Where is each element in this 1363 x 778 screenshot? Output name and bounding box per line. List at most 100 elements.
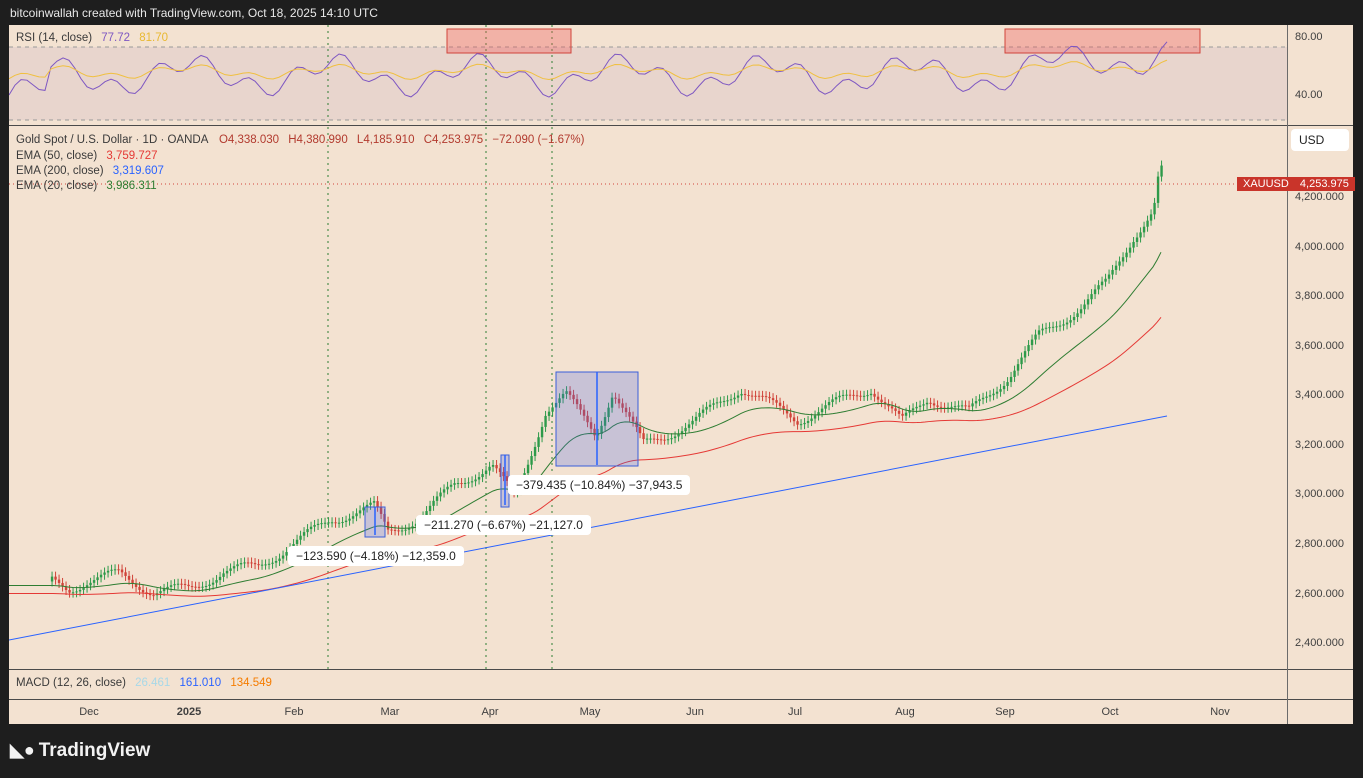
candle-body [323,522,327,524]
candle-body [106,570,110,573]
price-tick: 3,200.000 [1295,439,1344,451]
candle-body [967,405,971,407]
candle-body [537,437,540,447]
candle-body [316,523,320,525]
candle-body [127,575,131,580]
candle-body [225,570,229,574]
candle-body [841,394,845,396]
candle-body [848,394,852,396]
candle-body [1114,265,1118,270]
candle-body [946,407,950,409]
candle-body [845,394,848,396]
candle-body [904,412,908,416]
candle-body [99,574,103,578]
candle-body [670,438,673,440]
candle-body [229,568,232,571]
candle-body [89,582,92,586]
price-chart-svg[interactable] [9,25,1353,724]
candle-body [274,560,278,563]
candle-body [978,399,981,402]
candle-body [855,395,859,397]
ema200-legend[interactable]: EMA (200, close) 3,319.607 [16,165,164,177]
candle-body [446,486,449,490]
tv-logo-icon: ◣● [10,740,35,760]
candle-body [57,579,61,583]
rsi-overbought-box [446,28,572,54]
ohlc-open: O4,338.030 [218,134,280,146]
candle-body [547,411,551,416]
candle-body [589,422,593,429]
candle-body [1160,165,1163,177]
ema20-legend[interactable]: EMA (20, close) 3,986.311 [16,180,157,192]
candle-body [733,397,736,400]
candle-body [463,482,467,484]
rsi-tick-80: 80.00 [1295,31,1323,43]
candle-body [152,595,155,597]
candle-body [960,405,964,407]
candle-body [806,421,810,423]
candle-body [1051,326,1055,328]
candle-body [372,501,376,503]
measure-label-3[interactable]: −379.435 (−10.84%) −37,943.5 [508,475,691,495]
candle-body [358,510,362,514]
candle-body [544,415,547,427]
price-tick: 4,000.000 [1295,241,1344,253]
candle-body [785,409,789,414]
candle-body [1128,247,1132,253]
candle-body [1023,351,1027,358]
candle-body [222,573,225,577]
candle-body [187,584,190,587]
macd-pane-separator[interactable] [9,669,1353,670]
candle-body [778,402,782,406]
candle-body [887,404,890,407]
candle-body [1107,274,1111,279]
candle-body [491,464,495,467]
candle-body [218,576,222,581]
candle-body [939,406,943,408]
candle-body [54,576,57,580]
candle-body [495,464,498,469]
rsi-overbought-box [1004,28,1201,54]
price-tick: 4,200.000 [1295,191,1344,203]
candle-body [211,582,215,585]
candle-body [743,393,747,396]
candle-body [642,433,645,440]
measure-label-1[interactable]: −123.590 (−4.18%) −12,359.0 [288,546,464,566]
candle-body [561,393,565,399]
chart-frame[interactable]: RSI (14, close) 77.72 81.70 80.00 40.00 … [9,25,1355,724]
tradingview-logo[interactable]: ◣● TradingView [10,740,150,762]
candle-body [971,403,974,407]
main-legend-title[interactable]: Gold Spot / U.S. Dollar · 1D · OANDA O4,… [16,134,584,146]
candle-body [1072,317,1076,321]
candle-body [1153,202,1156,215]
price-tick: 3,400.000 [1295,389,1344,401]
candle-body [246,562,250,564]
candle-body [824,405,827,409]
candle-body [453,483,456,485]
candle-body [621,403,624,408]
time-tick: Jul [787,706,803,718]
candle-body [407,528,411,530]
ema50-legend[interactable]: EMA (50, close) 3,759.727 [16,150,158,162]
currency-button[interactable]: USD [1291,129,1349,151]
candle-body [880,399,883,403]
measure-label-2[interactable]: −211.270 (−6.67%) −21,127.0 [416,515,591,535]
candle-body [726,400,729,402]
macd-legend[interactable]: MACD (12, 26, close) 26.461 161.010 134.… [16,677,272,689]
candle-body [341,522,344,524]
candle-body [113,569,117,571]
candle-body [957,405,960,407]
candle-body [901,413,904,416]
time-tick: Oct [1101,706,1119,718]
rsi-legend[interactable]: RSI (14, close) 77.72 81.70 [16,32,168,44]
candle-body [757,395,761,397]
rsi-pane-separator[interactable] [9,125,1353,126]
candle-body [1062,324,1065,326]
price-tick: 3,000.000 [1295,488,1344,500]
candle-body [1139,232,1142,238]
candle-body [915,406,918,409]
price-tick: 2,600.000 [1295,588,1344,600]
candle-body [1041,328,1044,331]
candle-body [750,395,754,397]
candle-body [754,395,757,397]
